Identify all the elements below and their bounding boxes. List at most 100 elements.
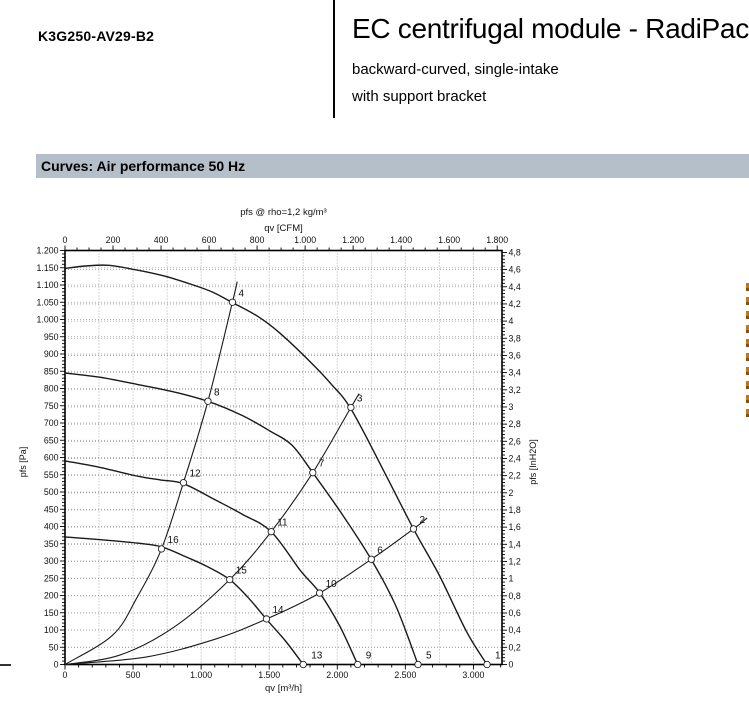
chart-axis-labels: 0501001502002503003504004505005506006507… bbox=[36, 235, 520, 680]
chart-text: 950 bbox=[44, 332, 59, 342]
operating-point-marker bbox=[204, 397, 212, 405]
chart-text: 800 bbox=[250, 235, 265, 245]
operating-point-marker bbox=[179, 479, 188, 487]
chart-text: 3.000 bbox=[462, 670, 484, 680]
chart-text: 1.000 bbox=[36, 315, 58, 325]
chart-text: 0 bbox=[509, 660, 514, 670]
chart-text: 4 bbox=[238, 288, 244, 299]
chart-text: 2,8 bbox=[509, 419, 521, 429]
chart-text: 0 bbox=[54, 660, 59, 670]
chart-text: 0,8 bbox=[509, 591, 521, 601]
page-edge-graphic bbox=[746, 283, 749, 421]
chart-text: 1.150 bbox=[36, 263, 58, 273]
chart-text: 650 bbox=[44, 435, 59, 445]
chart-text: 6 bbox=[377, 545, 383, 556]
chart-frame bbox=[64, 249, 503, 666]
chart-text: qv [CFM] bbox=[264, 223, 303, 234]
chart-text: 3 bbox=[509, 402, 514, 412]
chart-text: 1 bbox=[509, 574, 514, 584]
chart-text: 4,4 bbox=[509, 282, 521, 292]
chart-text: 250 bbox=[44, 573, 59, 583]
chart-text: pfs [InH2O] bbox=[528, 439, 538, 485]
chart-text: 700 bbox=[44, 418, 59, 428]
chart-text: 3,4 bbox=[509, 368, 521, 378]
chart-text: 0 bbox=[63, 670, 68, 680]
chart-text: 10 bbox=[326, 579, 338, 590]
chart-text: 12 bbox=[189, 469, 201, 480]
chart-text: 400 bbox=[154, 235, 169, 245]
chart-text: 3 bbox=[357, 393, 363, 404]
operating-point-marker bbox=[157, 545, 166, 553]
chart-text: 0,2 bbox=[509, 642, 521, 652]
chart-text: 600 bbox=[44, 453, 59, 463]
chart-text: 350 bbox=[44, 539, 59, 549]
chart-text: 500 bbox=[44, 487, 59, 497]
operating-point-marker bbox=[267, 528, 275, 536]
chart-text: 600 bbox=[202, 235, 217, 245]
product-subtitle-line1: backward-curved, single-intake bbox=[352, 61, 559, 78]
operating-point-marker bbox=[226, 575, 234, 584]
chart-text: 4,8 bbox=[509, 247, 521, 257]
speed-curve bbox=[64, 536, 304, 665]
chart-text: 450 bbox=[44, 504, 59, 514]
chart-text: 16 bbox=[168, 535, 180, 546]
chart-text: 50 bbox=[49, 642, 59, 652]
chart-text: 750 bbox=[44, 401, 59, 411]
chart-text: 900 bbox=[44, 349, 59, 359]
chart-text: 2 bbox=[420, 515, 426, 526]
chart-text: 14 bbox=[272, 605, 284, 616]
chart-text: 1,8 bbox=[509, 505, 521, 515]
chart-text: 800 bbox=[44, 384, 59, 394]
system-curve bbox=[64, 517, 428, 666]
chart-text: 1.400 bbox=[390, 235, 412, 245]
operating-point-marker bbox=[414, 660, 422, 669]
chart-text: 1.000 bbox=[190, 670, 212, 680]
chart-text: 5 bbox=[426, 651, 432, 662]
chart-text: 1,2 bbox=[509, 556, 521, 566]
operating-point-marker bbox=[309, 469, 317, 477]
chart-text: 1.500 bbox=[258, 670, 280, 680]
operating-point-marker bbox=[483, 660, 491, 669]
chart-text: 1,6 bbox=[509, 522, 521, 532]
chart-system-curves bbox=[64, 281, 428, 666]
chart-text: pfs [Pa] bbox=[18, 447, 28, 478]
chart-text: 11 bbox=[277, 518, 288, 529]
chart-text: 1.800 bbox=[486, 235, 508, 245]
model-number: K3G250-AV29-B2 bbox=[38, 28, 155, 44]
page-margin-mark bbox=[0, 664, 11, 666]
chart-text: 2,6 bbox=[509, 436, 521, 446]
chart-text: 3,8 bbox=[509, 333, 521, 343]
chart-text: 1.000 bbox=[294, 235, 316, 245]
chart-text: 4,6 bbox=[509, 265, 521, 275]
system-curve bbox=[64, 281, 238, 665]
chart-text: 2.500 bbox=[394, 670, 416, 680]
system-curve bbox=[64, 393, 360, 666]
section-title: Curves: Air performance 50 Hz bbox=[41, 158, 246, 174]
operating-point-marker bbox=[262, 615, 271, 623]
chart-text: 1.200 bbox=[342, 235, 364, 245]
chart-text: 1.100 bbox=[36, 280, 58, 290]
chart-text: 1 bbox=[495, 651, 501, 662]
chart-text: 400 bbox=[44, 522, 59, 532]
chart-text: 500 bbox=[126, 670, 141, 680]
chart-text: 150 bbox=[44, 608, 59, 618]
chart-text: 1.600 bbox=[438, 235, 460, 245]
operating-point-marker bbox=[299, 660, 307, 669]
chart-text: 2.000 bbox=[326, 670, 348, 680]
chart-gridlines bbox=[65, 250, 502, 665]
chart-text: 550 bbox=[44, 470, 59, 480]
chart-text: 8 bbox=[214, 387, 220, 398]
chart-text: 2,4 bbox=[509, 453, 521, 463]
chart-text: 0 bbox=[63, 235, 68, 245]
operating-point-marker bbox=[228, 298, 237, 306]
chart-text: 15 bbox=[236, 566, 248, 577]
chart-text: qv [m³/h] bbox=[265, 683, 302, 694]
operating-point-marker bbox=[354, 660, 362, 669]
operating-point-marker bbox=[315, 589, 324, 597]
chart-text: 850 bbox=[44, 366, 59, 376]
chart-text: 200 bbox=[44, 591, 59, 601]
chart-text: pfs @ rho=1,2 kg/m³ bbox=[240, 207, 326, 218]
operating-point-marker bbox=[347, 403, 355, 412]
